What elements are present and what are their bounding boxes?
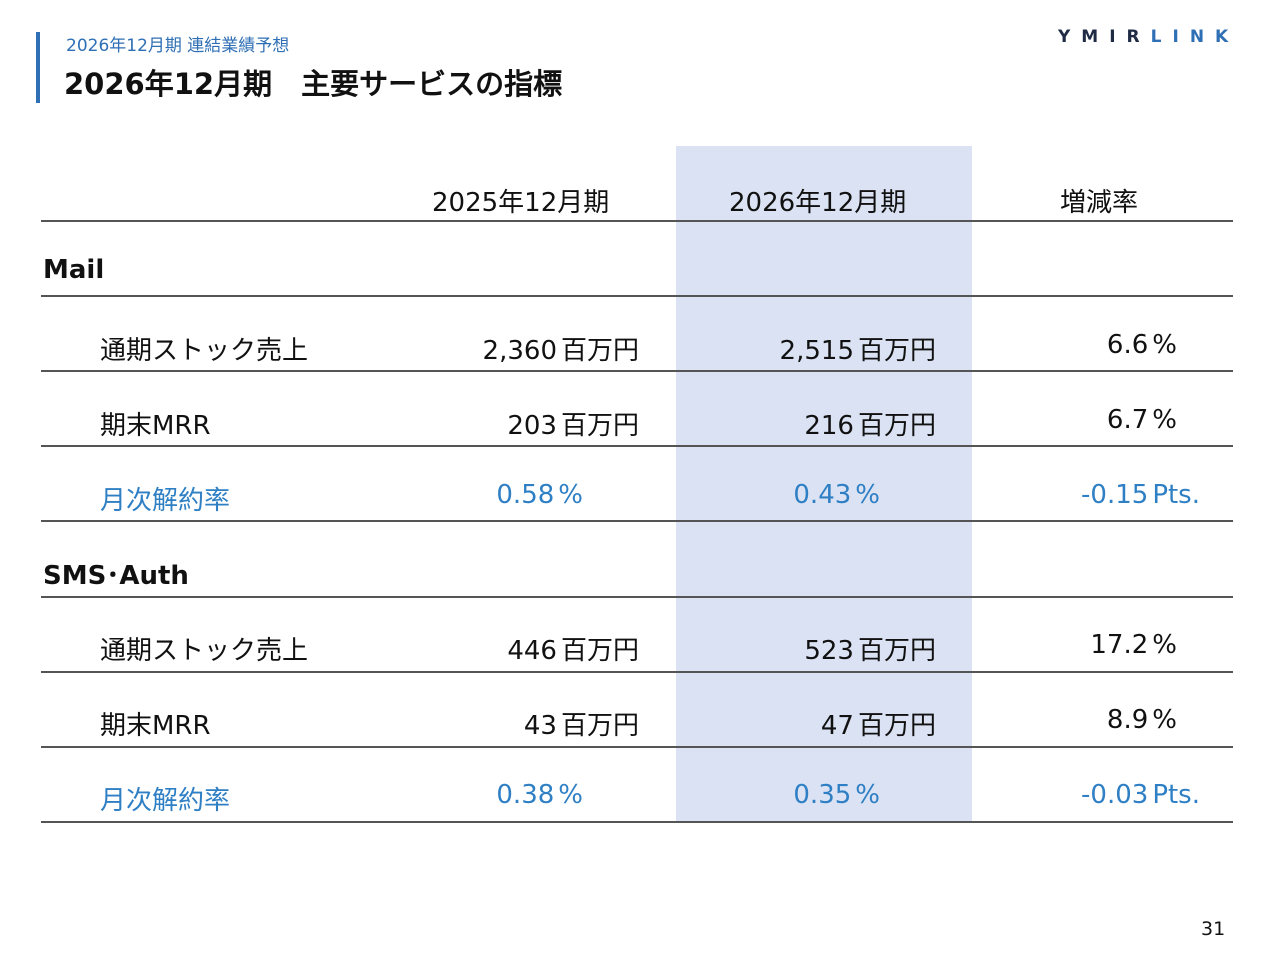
- row-label-churn: 月次解約率: [100, 486, 231, 516]
- section-title-sms-auth: SMS･Auth: [43, 561, 189, 591]
- value-2025: 446 百万円: [507, 636, 639, 666]
- row-label: 期末MRR: [100, 711, 211, 741]
- column-header-2026: 2026年12月期: [729, 188, 907, 218]
- table-divider: [41, 295, 1233, 297]
- value-2026: 0.43%: [793, 480, 880, 510]
- section-title-mail: Mail: [43, 255, 105, 285]
- title-accent-bar: [36, 32, 40, 103]
- column-highlight-2026: [676, 146, 972, 822]
- value-2026: 0.35%: [793, 780, 880, 810]
- value-2025: 0.58%: [496, 480, 583, 510]
- table-divider: [41, 370, 1233, 372]
- value-change: 6.7%: [1106, 405, 1177, 435]
- table-divider: [41, 821, 1233, 823]
- value-2026: 523 百万円: [804, 636, 936, 666]
- logo-text-ymir: YMIR: [1058, 27, 1151, 47]
- table-divider: [41, 220, 1233, 222]
- table-divider: [41, 596, 1233, 598]
- row-label: 通期ストック売上: [100, 336, 309, 366]
- slide-title: 2026年12月期 主要サービスの指標: [64, 67, 563, 101]
- value-2025: 203 百万円: [507, 411, 639, 441]
- value-change: 8.9%: [1106, 705, 1177, 735]
- value-2025: 2,360 百万円: [482, 336, 639, 366]
- company-logo: YMIRLINK: [1058, 27, 1239, 47]
- value-2025: 0.38%: [496, 780, 583, 810]
- row-label: 通期ストック売上: [100, 636, 309, 666]
- value-2026: 216 百万円: [804, 411, 936, 441]
- value-change: 17.2%: [1090, 630, 1177, 660]
- value-2026: 47 百万円: [820, 711, 936, 741]
- value-change: -0.15 Pts.: [1081, 480, 1200, 510]
- value-2026: 2,515 百万円: [779, 336, 936, 366]
- page-number: 31: [1201, 918, 1226, 940]
- value-change: -0.03 Pts.: [1081, 780, 1200, 810]
- slide-subtitle: 2026年12月期 連結業績予想: [66, 36, 290, 56]
- row-label-churn: 月次解約率: [100, 786, 231, 816]
- table-divider: [41, 445, 1233, 447]
- value-2025: 43 百万円: [523, 711, 639, 741]
- table-divider: [41, 520, 1233, 522]
- logo-text-link: LINK: [1150, 27, 1240, 47]
- column-header-change: 増減率: [1060, 188, 1139, 218]
- table-divider: [41, 746, 1233, 748]
- column-header-2025: 2025年12月期: [432, 188, 610, 218]
- row-label: 期末MRR: [100, 411, 211, 441]
- table-divider: [41, 671, 1233, 673]
- value-change: 6.6%: [1106, 330, 1177, 360]
